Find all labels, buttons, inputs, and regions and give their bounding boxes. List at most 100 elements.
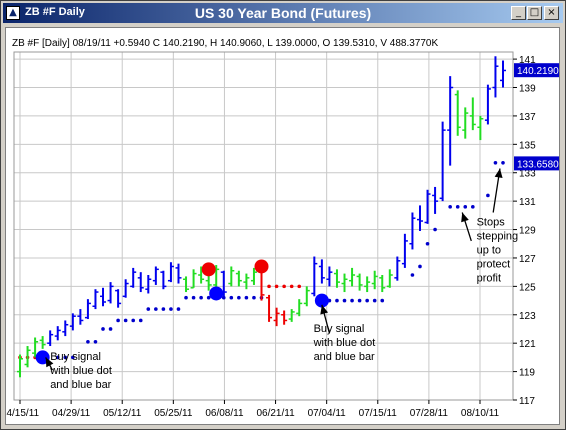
price-tag-1: 133.6580	[514, 156, 559, 171]
annotation-line-3: protect	[477, 258, 511, 270]
y-tick-label-1: 119	[519, 368, 535, 379]
annotation-line-2: and blue bar	[50, 379, 111, 391]
annotation-line-0: Stops	[477, 216, 506, 228]
annotation-line-1: with blue dot	[49, 365, 112, 377]
ohlc-info-line: ZB #F [Daily] 08/19/11 +0.5940 C 140.219…	[12, 38, 438, 49]
ohlc-bar-17	[145, 275, 152, 294]
signal-dot-blue-2	[209, 286, 224, 301]
triangle-app-icon[interactable]: ▲	[6, 6, 20, 20]
ohlc-bar-5	[54, 326, 61, 341]
ohlc-bar-61	[477, 115, 484, 141]
stop-dot-6	[86, 339, 90, 344]
ohlc-bar-40	[318, 259, 325, 284]
y-tick-label-11: 139	[519, 84, 536, 95]
stop-dot-37	[342, 298, 347, 303]
stop-dot-32	[282, 284, 286, 289]
x-tick-label-6: 07/04/11	[308, 408, 347, 419]
ohlc-bar-56	[439, 121, 446, 202]
ohlc-bar-8	[77, 309, 84, 325]
maximize-button[interactable]: □	[527, 6, 542, 20]
annotation-line-4: profit	[477, 272, 501, 284]
y-tick-label-5: 127	[519, 254, 536, 265]
annotation-arrowhead	[494, 168, 503, 178]
ohlc-bar-16	[137, 272, 144, 293]
stop-dot-40	[365, 298, 369, 303]
stop-dot-46	[433, 227, 437, 232]
buy-signal-annotation-1: Buy signal with blue dot and blue bar	[45, 351, 112, 391]
x-tick-label-9: 08/10/11	[461, 408, 500, 419]
stops-annotation: Stops stepping up to protect profit	[461, 212, 519, 284]
ohlc-bar-46	[364, 276, 371, 293]
ohlc-bar-10	[92, 289, 99, 310]
buy-signal-annotation-2: Buy signal with blue dot and blue bar	[313, 304, 376, 363]
y-tick-label-3: 123	[519, 311, 536, 322]
stop-dot-31	[274, 284, 279, 289]
stop-dot-12	[131, 318, 136, 323]
ohlc-bar-36	[288, 309, 295, 322]
ohlc-bar-18	[152, 266, 159, 285]
stop-dot-44	[418, 264, 422, 269]
ohlc-bar-55	[432, 186, 439, 214]
stop-dot-52	[493, 160, 498, 165]
stop-dot-51	[486, 193, 490, 198]
ohlc-bar-38	[303, 286, 310, 307]
stop-dot-28	[252, 295, 256, 300]
stop-dot-20	[191, 295, 196, 300]
minimize-button[interactable]: _	[511, 6, 526, 20]
stop-dot-39	[357, 298, 362, 303]
stop-dot-13	[138, 318, 143, 323]
chart-area[interactable]: ZB #F [Daily] 08/19/11 +0.5940 C 140.219…	[5, 27, 560, 425]
ohlc-bar-33	[266, 294, 273, 322]
stop-dot-33	[289, 284, 294, 289]
ohlc-bar-29	[235, 270, 242, 287]
y-tick-label-10: 137	[519, 112, 536, 123]
ohlc-bar-54	[424, 189, 431, 224]
ohlc-bar-25	[205, 273, 212, 291]
title-bar[interactable]: ▲ ZB #F Daily US 30 Year Bond (Futures) …	[3, 3, 563, 23]
ohlc-bar-19	[160, 270, 167, 290]
ohlc-bar-53	[416, 205, 423, 231]
stop-dot-48	[455, 205, 460, 209]
price-chart-svg[interactable]: ZB #F [Daily] 08/19/11 +0.5940 C 140.219…	[6, 28, 559, 424]
y-tick-label-9: 135	[519, 140, 536, 151]
stop-dot-49	[463, 205, 468, 209]
ohlc-bar-21	[175, 263, 182, 284]
stop-dot-30	[267, 284, 271, 289]
ohlc-bar-64	[500, 60, 506, 88]
ohlc-bar-49	[386, 269, 393, 288]
ohlc-bar-12	[107, 282, 114, 304]
annotation-line-2: and blue bar	[314, 351, 375, 363]
x-tick-label-2: 05/12/11	[103, 408, 142, 419]
stop-dot-50	[471, 205, 475, 209]
annotation-line-1: stepping	[477, 230, 519, 242]
ohlc-bar-20	[167, 262, 174, 283]
y-tick-label-8: 133	[519, 169, 536, 180]
stop-dot-42	[380, 298, 385, 303]
ohlc-bar-30	[243, 273, 250, 290]
ohlc-bar-31	[250, 267, 257, 285]
window-symbol-title: ZB #F Daily	[25, 6, 85, 18]
ohlc-bar-35	[281, 310, 288, 325]
y-tick-label-2: 121	[519, 339, 536, 350]
ohlc-bar-47	[371, 270, 378, 290]
ohlc-bar-57	[447, 76, 454, 166]
ohlc-bar-9	[84, 299, 91, 320]
ohlc-bar-6	[62, 320, 69, 337]
price-tag-label: 140.2190	[517, 66, 559, 77]
stop-dot-16	[161, 307, 166, 311]
annotation-line-1: with blue dot	[313, 337, 376, 349]
y-tick-label-12: 141	[519, 55, 536, 66]
ohlc-bar-24	[198, 266, 205, 284]
ohlc-bar-1	[24, 346, 31, 368]
stop-dot-14	[146, 307, 151, 311]
ohlc-bar-34	[273, 307, 280, 327]
ohlc-bar-27	[220, 270, 227, 297]
x-tick-label-3: 05/25/11	[154, 408, 193, 419]
close-button[interactable]: ×	[544, 6, 559, 20]
stop-dot-43	[410, 273, 415, 277]
ohlc-bar-48	[379, 275, 386, 293]
y-tick-label-0: 117	[519, 396, 535, 407]
ohlc-bar-26	[213, 265, 220, 288]
